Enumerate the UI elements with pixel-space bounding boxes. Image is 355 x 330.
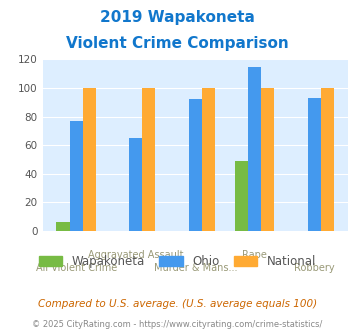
Text: Violent Crime Comparison: Violent Crime Comparison — [66, 36, 289, 51]
Text: All Violent Crime: All Violent Crime — [36, 263, 117, 273]
Bar — [189, 99, 202, 231]
Bar — [261, 88, 274, 231]
Bar — [308, 98, 321, 231]
Text: Robbery: Robbery — [294, 263, 335, 273]
Bar — [235, 161, 248, 231]
Legend: Wapakoneta, Ohio, National: Wapakoneta, Ohio, National — [34, 250, 321, 273]
Bar — [202, 88, 215, 231]
Bar — [56, 222, 70, 231]
Bar — [70, 121, 83, 231]
Text: Murder & Mans...: Murder & Mans... — [153, 263, 237, 273]
Text: Aggravated Assault: Aggravated Assault — [88, 250, 184, 260]
Bar — [321, 88, 334, 231]
Text: Compared to U.S. average. (U.S. average equals 100): Compared to U.S. average. (U.S. average … — [38, 299, 317, 309]
Text: © 2025 CityRating.com - https://www.cityrating.com/crime-statistics/: © 2025 CityRating.com - https://www.city… — [32, 320, 323, 329]
Bar — [142, 88, 155, 231]
Text: 2019 Wapakoneta: 2019 Wapakoneta — [100, 10, 255, 25]
Bar — [129, 138, 142, 231]
Bar — [248, 67, 261, 231]
Text: Rape: Rape — [242, 250, 267, 260]
Bar — [83, 88, 96, 231]
